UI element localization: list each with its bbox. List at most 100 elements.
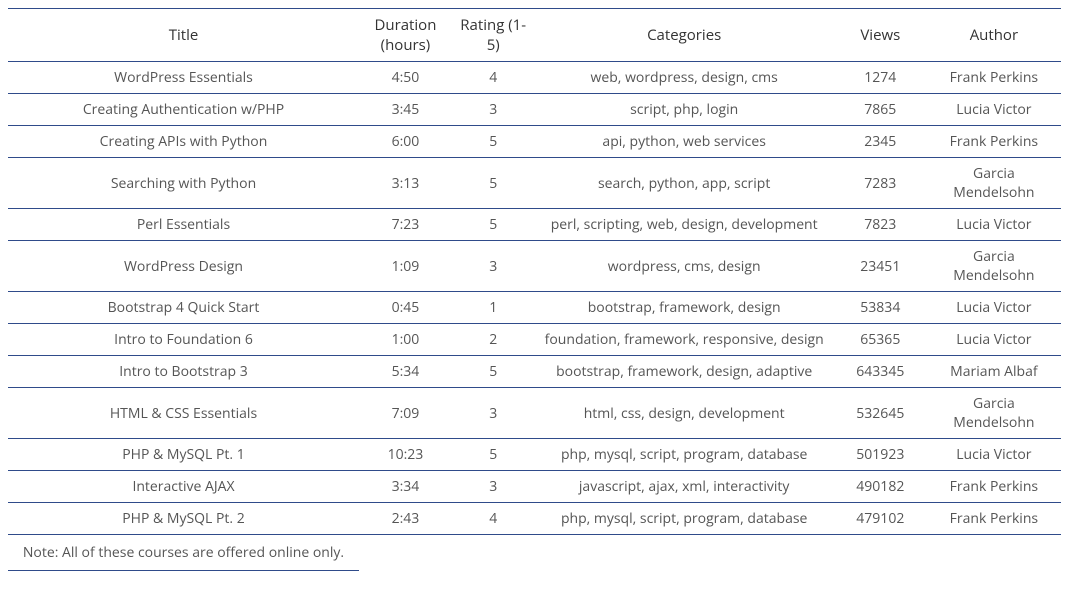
cell-duration: 3:13 — [359, 158, 452, 209]
cell-rating: 5 — [452, 356, 535, 388]
table-row: WordPress Essentials4:504web, wordpress,… — [8, 62, 1061, 94]
cell-author: Garcia Mendelsohn — [927, 241, 1061, 292]
cell-rating: 4 — [452, 503, 535, 535]
cell-author: Frank Perkins — [927, 126, 1061, 158]
col-header-title: Title — [8, 9, 359, 62]
cell-rating: 3 — [452, 388, 535, 439]
cell-duration: 7:23 — [359, 209, 452, 241]
cell-author: Lucia Victor — [927, 94, 1061, 126]
cell-categories: foundation, framework, responsive, desig… — [534, 324, 833, 356]
table-row: Interactive AJAX3:343javascript, ajax, x… — [8, 471, 1061, 503]
cell-title: Searching with Python — [8, 158, 359, 209]
cell-title: WordPress Essentials — [8, 62, 359, 94]
cell-categories: api, python, web services — [534, 126, 833, 158]
cell-views: 501923 — [834, 439, 927, 471]
cell-author: Lucia Victor — [927, 439, 1061, 471]
cell-title: Creating Authentication w/PHP — [8, 94, 359, 126]
col-header-author: Author — [927, 9, 1061, 62]
table-row: Intro to Foundation 61:002foundation, fr… — [8, 324, 1061, 356]
cell-duration: 10:23 — [359, 439, 452, 471]
cell-rating: 3 — [452, 241, 535, 292]
cell-rating: 4 — [452, 62, 535, 94]
cell-categories: html, css, design, development — [534, 388, 833, 439]
cell-duration: 4:50 — [359, 62, 452, 94]
table-row: Perl Essentials7:235perl, scripting, web… — [8, 209, 1061, 241]
table-row: Creating Authentication w/PHP3:453script… — [8, 94, 1061, 126]
cell-duration: 6:00 — [359, 126, 452, 158]
cell-duration: 1:09 — [359, 241, 452, 292]
cell-views: 490182 — [834, 471, 927, 503]
cell-categories: php, mysql, script, program, database — [534, 439, 833, 471]
cell-views: 2345 — [834, 126, 927, 158]
cell-rating: 5 — [452, 209, 535, 241]
cell-title: WordPress Design — [8, 241, 359, 292]
cell-duration: 2:43 — [359, 503, 452, 535]
cell-categories: bootstrap, framework, design — [534, 292, 833, 324]
cell-categories: perl, scripting, web, design, developmen… — [534, 209, 833, 241]
cell-title: HTML & CSS Essentials — [8, 388, 359, 439]
cell-views: 479102 — [834, 503, 927, 535]
cell-views: 7823 — [834, 209, 927, 241]
courses-table: Title Duration (hours) Rating (1-5) Cate… — [8, 8, 1061, 571]
cell-categories: bootstrap, framework, design, adaptive — [534, 356, 833, 388]
table-footnote: Note: All of these courses are offered o… — [8, 535, 359, 571]
cell-categories: web, wordpress, design, cms — [534, 62, 833, 94]
cell-views: 1274 — [834, 62, 927, 94]
cell-duration: 1:00 — [359, 324, 452, 356]
cell-title: Creating APIs with Python — [8, 126, 359, 158]
cell-categories: wordpress, cms, design — [534, 241, 833, 292]
table-row: PHP & MySQL Pt. 110:235php, mysql, scrip… — [8, 439, 1061, 471]
cell-views: 532645 — [834, 388, 927, 439]
cell-duration: 7:09 — [359, 388, 452, 439]
cell-author: Lucia Victor — [927, 209, 1061, 241]
cell-rating: 3 — [452, 471, 535, 503]
cell-rating: 5 — [452, 439, 535, 471]
cell-author: Frank Perkins — [927, 503, 1061, 535]
cell-title: Interactive AJAX — [8, 471, 359, 503]
cell-title: Intro to Foundation 6 — [8, 324, 359, 356]
cell-rating: 1 — [452, 292, 535, 324]
table-row: WordPress Design1:093wordpress, cms, des… — [8, 241, 1061, 292]
col-header-rating: Rating (1-5) — [452, 9, 535, 62]
cell-categories: script, php, login — [534, 94, 833, 126]
cell-title: PHP & MySQL Pt. 2 — [8, 503, 359, 535]
table-footer-row: Note: All of these courses are offered o… — [8, 535, 1061, 571]
table-row: HTML & CSS Essentials7:093html, css, des… — [8, 388, 1061, 439]
cell-views: 7865 — [834, 94, 927, 126]
cell-views: 23451 — [834, 241, 927, 292]
cell-categories: search, python, app, script — [534, 158, 833, 209]
cell-author: Garcia Mendelsohn — [927, 388, 1061, 439]
cell-views: 643345 — [834, 356, 927, 388]
cell-title: Intro to Bootstrap 3 — [8, 356, 359, 388]
cell-author: Mariam Albaf — [927, 356, 1061, 388]
cell-duration: 5:34 — [359, 356, 452, 388]
table-row: PHP & MySQL Pt. 22:434php, mysql, script… — [8, 503, 1061, 535]
cell-author: Frank Perkins — [927, 471, 1061, 503]
cell-author: Frank Perkins — [927, 62, 1061, 94]
col-header-views: Views — [834, 9, 927, 62]
cell-author: Garcia Mendelsohn — [927, 158, 1061, 209]
cell-rating: 5 — [452, 126, 535, 158]
table-row: Intro to Bootstrap 35:345bootstrap, fram… — [8, 356, 1061, 388]
cell-categories: javascript, ajax, xml, interactivity — [534, 471, 833, 503]
cell-views: 65365 — [834, 324, 927, 356]
table-row: Creating APIs with Python6:005api, pytho… — [8, 126, 1061, 158]
cell-rating: 5 — [452, 158, 535, 209]
cell-author: Lucia Victor — [927, 324, 1061, 356]
cell-rating: 2 — [452, 324, 535, 356]
cell-title: Bootstrap 4 Quick Start — [8, 292, 359, 324]
cell-views: 53834 — [834, 292, 927, 324]
table-row: Bootstrap 4 Quick Start0:451bootstrap, f… — [8, 292, 1061, 324]
cell-title: PHP & MySQL Pt. 1 — [8, 439, 359, 471]
cell-duration: 0:45 — [359, 292, 452, 324]
col-header-categories: Categories — [534, 9, 833, 62]
table-row: Searching with Python3:135search, python… — [8, 158, 1061, 209]
cell-views: 7283 — [834, 158, 927, 209]
cell-duration: 3:45 — [359, 94, 452, 126]
table-body: WordPress Essentials4:504web, wordpress,… — [8, 62, 1061, 535]
col-header-duration: Duration (hours) — [359, 9, 452, 62]
cell-rating: 3 — [452, 94, 535, 126]
cell-categories: php, mysql, script, program, database — [534, 503, 833, 535]
table-header-row: Title Duration (hours) Rating (1-5) Cate… — [8, 9, 1061, 62]
cell-title: Perl Essentials — [8, 209, 359, 241]
